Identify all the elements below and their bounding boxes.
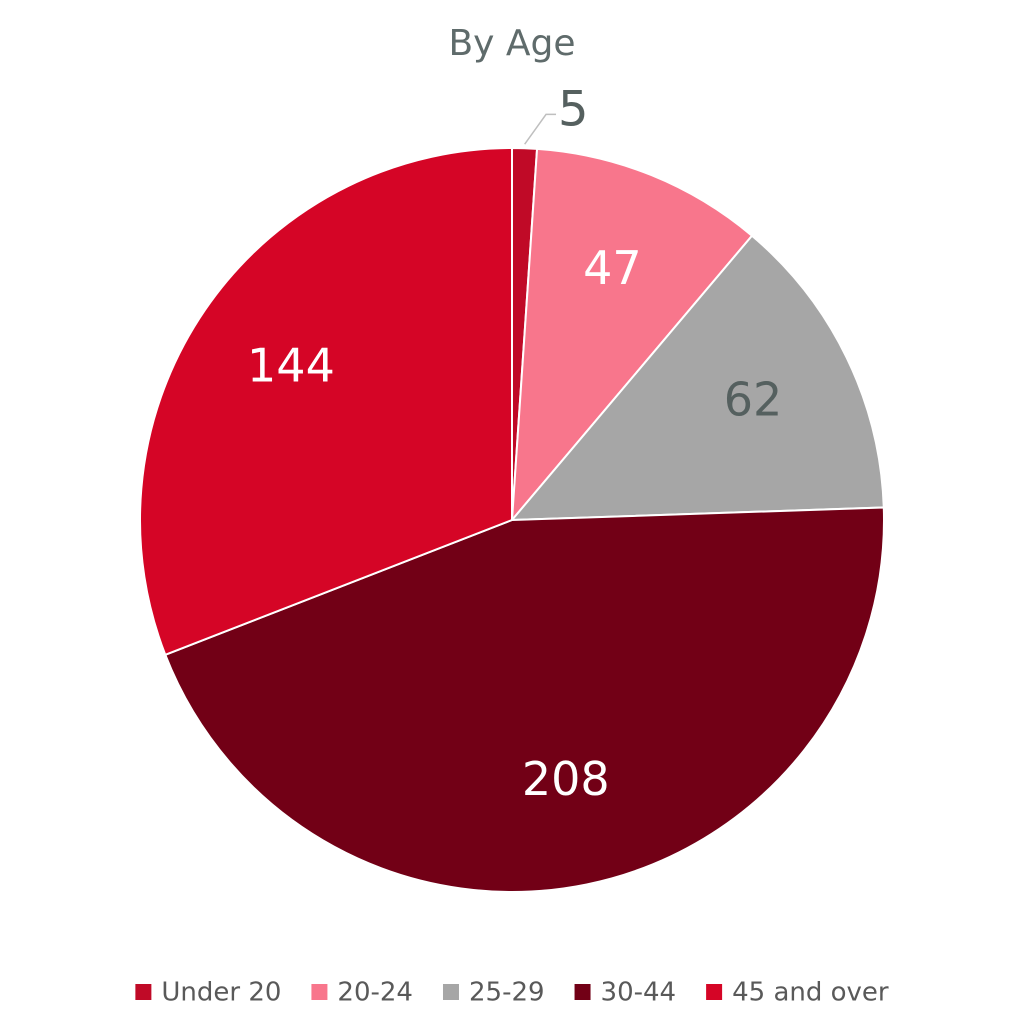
- legend-swatch: [311, 984, 328, 1000]
- legend-label: 25-29: [469, 978, 545, 1008]
- pie-slice: [510, 147, 754, 523]
- legend-swatch: [574, 984, 591, 1000]
- data-label: 144: [247, 338, 335, 392]
- legend-label: 30-44: [601, 978, 677, 1008]
- leader-line: [524, 113, 557, 145]
- pie-slice: [163, 506, 885, 893]
- legend-swatch: [706, 984, 723, 1000]
- legend-swatch: [135, 984, 152, 1000]
- legend-label: Under 20: [161, 978, 281, 1008]
- chart-title: By Age: [448, 23, 575, 64]
- pie-slice: [509, 234, 885, 522]
- data-label: 5: [558, 81, 589, 137]
- data-label: 62: [724, 373, 783, 427]
- legend-label: 45 and over: [732, 978, 889, 1008]
- pie-slice: [139, 146, 513, 657]
- legend-label: 20-24: [337, 978, 413, 1008]
- data-label: 208: [522, 752, 610, 806]
- data-label: 47: [583, 241, 642, 295]
- legend-swatch: [442, 984, 459, 1000]
